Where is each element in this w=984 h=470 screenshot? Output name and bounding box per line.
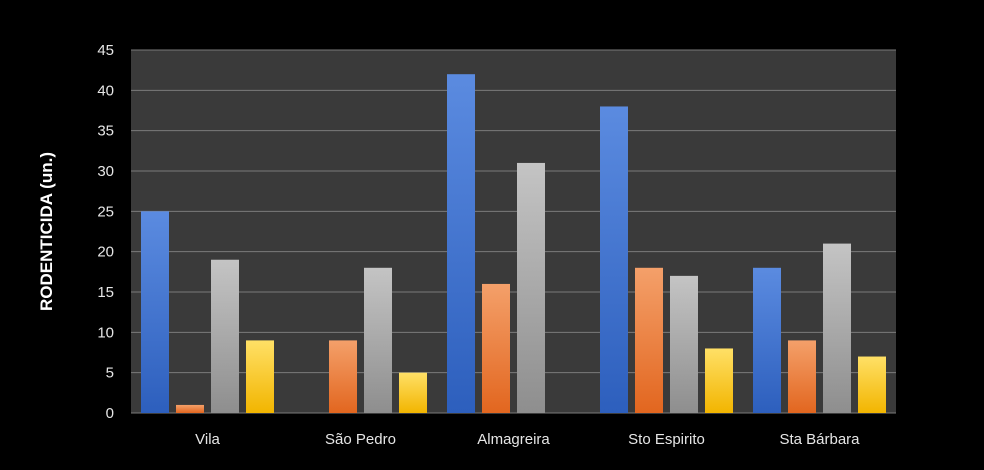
y-tick-label: 25 [97, 203, 114, 220]
bar [823, 243, 851, 413]
x-category-label: Almagreira [477, 431, 550, 448]
bar [399, 372, 427, 413]
bar [705, 348, 733, 413]
y-tick-label: 5 [106, 365, 114, 382]
y-tick-label: 0 [106, 405, 114, 422]
y-tick-label: 20 [97, 244, 114, 261]
bar [753, 267, 781, 413]
bar [447, 74, 475, 413]
y-tick-label: 35 [97, 123, 114, 140]
bars [141, 74, 886, 413]
x-axis-labels: Vila São Pedro Almagreira Sto Espirito Sta B… [195, 431, 860, 448]
bar [364, 267, 392, 413]
bar [670, 275, 698, 413]
bar [600, 106, 628, 413]
x-category-label: São Pedro [325, 431, 396, 448]
plot-area [131, 50, 896, 413]
bar [176, 404, 204, 413]
x-category-label: Sto Espirito [628, 431, 705, 448]
y-tick-label: 30 [97, 163, 114, 180]
y-tick-label: 15 [97, 284, 114, 301]
bar [635, 267, 663, 413]
bar [517, 162, 545, 413]
y-tick-label: 10 [97, 324, 114, 341]
bar [482, 283, 510, 413]
y-tick-label: 40 [97, 82, 114, 99]
bar [211, 259, 239, 413]
bar [329, 340, 357, 413]
x-category-label: Sta Bárbara [779, 431, 860, 448]
y-axis-title: RODENTICIDA (un.) [37, 152, 56, 311]
bar [858, 356, 886, 413]
y-axis-ticks: 0 5 10 15 20 25 30 35 40 45 [97, 42, 114, 422]
x-category-label: Vila [195, 431, 220, 448]
bar [246, 340, 274, 413]
bar [141, 211, 169, 413]
gridlines [131, 49, 896, 414]
bar [788, 340, 816, 413]
y-tick-label: 45 [97, 42, 114, 59]
